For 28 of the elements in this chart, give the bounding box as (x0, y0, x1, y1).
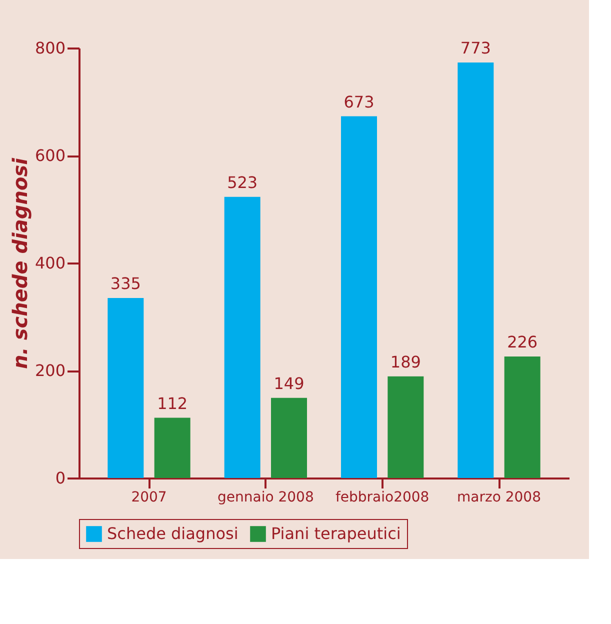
data-label: 189 (390, 352, 421, 372)
x-tick-label: marzo 2008 (457, 490, 541, 506)
y-tick-label: 400 (34, 254, 66, 272)
data-label: 673 (344, 92, 374, 112)
x-tick-label: gennaio 2008 (217, 490, 314, 506)
data-label: 149 (274, 374, 304, 393)
y-axis-title: n. schede diagnosi (8, 156, 32, 369)
y-tick-label: 200 (34, 361, 66, 380)
y-tick-label: 0 (55, 468, 66, 488)
data-label: 773 (460, 38, 491, 58)
data-label: 112 (157, 394, 188, 413)
bar (341, 116, 377, 478)
bar (224, 196, 260, 478)
y-tick-label: 600 (34, 146, 66, 165)
bar (458, 62, 494, 478)
bar (154, 418, 190, 478)
bar (504, 356, 540, 478)
data-label: 335 (110, 274, 141, 293)
data-label: 523 (227, 172, 258, 192)
bar (108, 298, 144, 478)
x-tick-label: 2007 (131, 490, 167, 506)
x-tick-label: febbraio2008 (335, 490, 430, 506)
legend-label: Piani terapeutici (271, 524, 401, 543)
data-label: 226 (507, 332, 538, 352)
bar (271, 398, 307, 478)
legend-label: Schede diagnosi (107, 524, 238, 543)
bar (388, 376, 424, 478)
y-tick-label: 800 (34, 38, 66, 58)
